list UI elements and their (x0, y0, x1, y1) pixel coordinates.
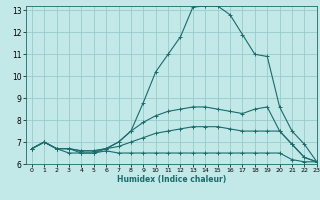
X-axis label: Humidex (Indice chaleur): Humidex (Indice chaleur) (116, 175, 226, 184)
